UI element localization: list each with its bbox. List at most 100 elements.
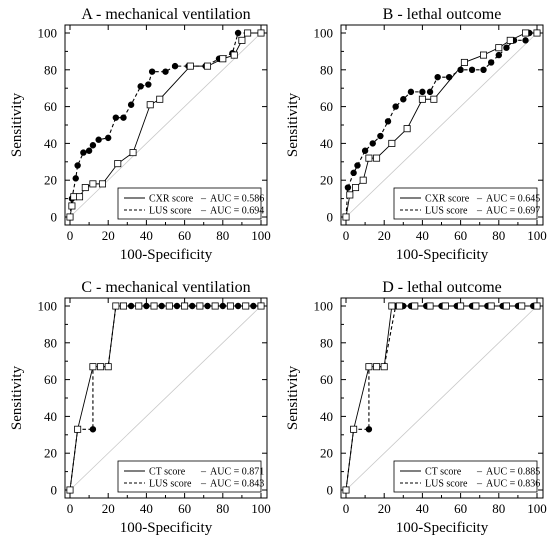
data-point-circle	[104, 134, 112, 142]
data-point-square	[242, 302, 250, 310]
data-point-square	[204, 62, 212, 70]
y-tick-label: 60	[44, 372, 57, 387]
data-point-square	[211, 302, 219, 310]
data-point-circle	[74, 162, 81, 169]
y-tick-label: 40	[320, 409, 333, 424]
data-point-square	[146, 101, 154, 109]
data-point-square	[480, 51, 488, 59]
chart-panel-3: C - mechanical ventilation 0 20 40 60 80 100 0 2…	[9, 279, 271, 536]
legend-auc-label: AUC = 0.645	[486, 194, 540, 205]
data-point-circle	[434, 73, 441, 81]
data-point-square	[518, 302, 526, 310]
data-point-square	[441, 302, 449, 310]
data-point-square	[181, 302, 189, 310]
data-point-circle	[112, 114, 120, 121]
x-tick-label: 40	[416, 501, 429, 516]
data-point-circle	[487, 59, 495, 66]
legend-series-name: LUS score	[425, 206, 468, 217]
data-point-square	[388, 139, 396, 147]
data-point-square	[156, 95, 164, 103]
x-tick-label: 20	[102, 228, 115, 243]
data-point-circle	[137, 83, 144, 90]
chart-title: A - mechanical ventilation	[81, 6, 250, 23]
data-point-circle	[354, 162, 361, 169]
data-point-square	[373, 154, 381, 162]
data-point-square	[68, 202, 76, 210]
data-point-square	[89, 363, 97, 371]
data-point-circle	[419, 88, 426, 96]
chart-title: D - lethal outcome	[382, 279, 502, 296]
x-tick-label: 0	[67, 228, 74, 243]
data-point-circle	[80, 149, 87, 156]
series-line-solid	[345, 305, 537, 491]
x-tick-label: 100	[251, 501, 271, 516]
data-point-square	[365, 363, 373, 371]
data-point-circle	[361, 147, 369, 154]
y-tick-label: 100	[314, 26, 334, 41]
data-point-square	[411, 302, 419, 310]
legend-dash: –	[476, 206, 483, 217]
data-point-circle	[148, 68, 156, 75]
legend-series-name: CXR score	[149, 194, 194, 205]
y-tick-label: 80	[320, 335, 333, 350]
legend-dash: –	[200, 206, 207, 217]
legend: CXR score – AUC = 0.645 LUS score – AUC = 0.6…	[393, 187, 540, 220]
data-point-circle	[72, 175, 79, 182]
legend-auc-label: AUC = 0.694	[210, 206, 264, 217]
x-tick-label: 60	[178, 228, 191, 243]
y-tick-label: 20	[44, 446, 57, 461]
legend-dash: –	[476, 479, 483, 490]
data-point-square	[230, 51, 238, 59]
data-point-circle	[365, 426, 373, 433]
data-point-square	[460, 58, 468, 66]
x-tick-label: 60	[178, 501, 191, 516]
chart-panel-1: A - mechanical ventilation 0 20 40 60 80 100 0 2…	[9, 6, 271, 263]
data-point-circle	[392, 103, 399, 110]
data-point-circle	[344, 184, 352, 191]
data-point-circle	[350, 169, 357, 177]
x-tick-label: 40	[140, 501, 153, 516]
data-point-circle	[445, 73, 453, 81]
x-tick-label: 60	[454, 501, 467, 516]
data-point-square	[495, 44, 503, 52]
legend-box	[393, 187, 538, 220]
data-point-square	[81, 184, 89, 192]
legend: CT score – AUC = 0.871 LUS score – AUC = 0.84…	[117, 460, 264, 493]
data-point-circle	[120, 114, 127, 121]
data-point-circle	[145, 81, 152, 88]
data-point-circle	[85, 147, 93, 154]
data-point-square	[257, 29, 265, 37]
data-point-square	[342, 486, 350, 494]
x-tick-label: 100	[527, 501, 547, 516]
data-point-square	[403, 125, 411, 133]
x-tick-label: 40	[140, 228, 153, 243]
data-point-square	[426, 302, 434, 310]
legend: CXR score – AUC = 0.586 LUS score – AUC = 0.6…	[117, 187, 264, 220]
data-point-square	[89, 180, 97, 188]
data-point-square	[66, 213, 74, 221]
data-point-circle	[468, 66, 476, 74]
x-tick-label: 0	[67, 501, 74, 516]
data-point-circle	[127, 101, 135, 108]
data-point-circle	[503, 44, 510, 51]
y-tick-label: 0	[327, 483, 334, 498]
data-point-square	[186, 62, 194, 70]
chart-title: B - lethal outcome	[383, 6, 502, 23]
y-tick-label: 0	[327, 210, 334, 225]
data-point-square	[196, 302, 204, 310]
data-point-square	[430, 95, 438, 103]
y-tick-label: 40	[44, 409, 57, 424]
data-point-square	[533, 29, 541, 37]
data-point-square	[150, 302, 158, 310]
data-point-circle	[162, 68, 169, 75]
data-point-square	[66, 486, 74, 494]
data-point-square	[70, 193, 78, 201]
data-point-square	[238, 36, 246, 44]
y-tick-label: 60	[320, 372, 333, 387]
data-point-square	[352, 184, 360, 192]
x-tick-label: 20	[102, 501, 115, 516]
data-point-square	[114, 160, 122, 168]
diagonal-reference-line	[345, 32, 538, 218]
